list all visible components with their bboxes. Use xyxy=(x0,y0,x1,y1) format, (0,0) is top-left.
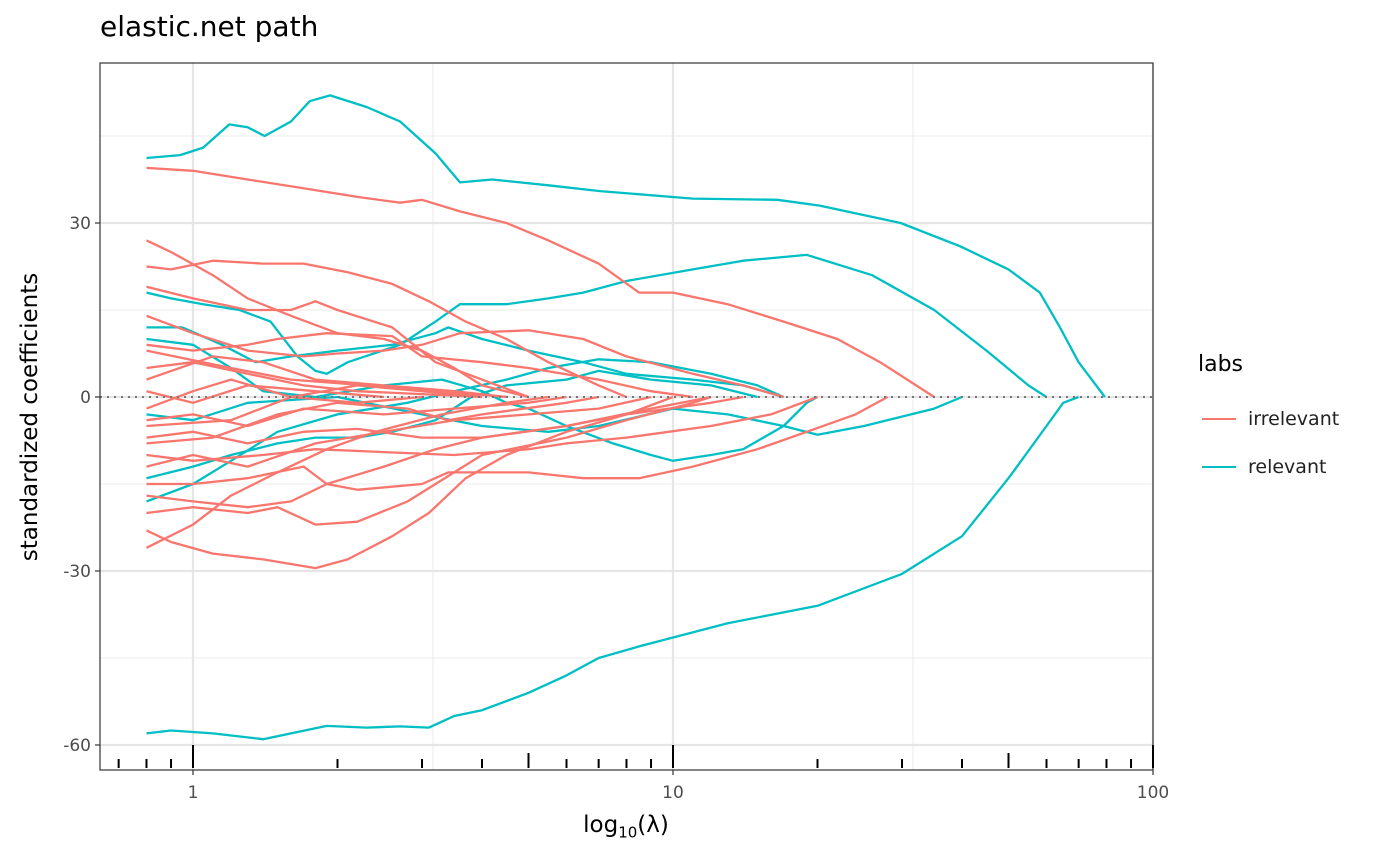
series-line-irrelevant xyxy=(146,378,423,410)
legend-item-relevant: relevant xyxy=(1198,443,1339,491)
series-line-irrelevant xyxy=(146,314,784,399)
series-line-irrelevant xyxy=(145,395,549,549)
legend-title: labs xyxy=(1198,352,1244,377)
series-line-relevant xyxy=(146,326,784,399)
y-tick-label: 30 xyxy=(69,214,91,234)
y-axis-label: standardized coefficients xyxy=(17,272,43,562)
series-line-irrelevant xyxy=(146,395,712,526)
axes: -60 -30 0 30 1 10 100 xyxy=(63,214,1169,803)
series-line-irrelevant xyxy=(146,259,627,399)
x-label-rest: (λ) xyxy=(637,812,669,838)
series-line-relevant xyxy=(146,253,1048,398)
series-line-irrelevant xyxy=(146,395,712,509)
series-line-irrelevant xyxy=(146,395,652,468)
series-line-irrelevant xyxy=(146,384,483,428)
x-label-base: log xyxy=(583,812,619,838)
series-line-irrelevant xyxy=(146,395,674,570)
x-label-subscript: 10 xyxy=(618,823,638,842)
x-tick-label: 10 xyxy=(662,783,684,803)
series-line-irrelevant xyxy=(146,395,744,445)
series-line-irrelevant xyxy=(146,166,935,398)
series-line-irrelevant xyxy=(146,285,529,399)
series-lines xyxy=(145,94,1106,741)
plot-background xyxy=(100,63,1153,770)
series-line-irrelevant xyxy=(146,349,507,399)
series-line-irrelevant xyxy=(146,395,599,445)
y-tick-label: 0 xyxy=(80,388,91,408)
legend-key-irrelevant xyxy=(1202,418,1236,420)
series-line-irrelevant xyxy=(146,395,567,428)
plot-border xyxy=(99,62,1154,771)
legend: labs irrelevant relevant xyxy=(1198,352,1339,491)
legend-label: relevant xyxy=(1248,456,1327,478)
chart-title: elastic.net path xyxy=(100,10,319,43)
x-axis-label: log10(λ) xyxy=(583,812,669,842)
x-tick-label: 100 xyxy=(1137,783,1169,803)
series-line-relevant xyxy=(146,395,1080,741)
series-line-relevant xyxy=(146,395,963,436)
legend-item-irrelevant: irrelevant xyxy=(1198,395,1339,443)
y-tick-label: -30 xyxy=(63,562,91,582)
x-tick-label: 1 xyxy=(188,783,199,803)
series-line-relevant xyxy=(146,94,1106,398)
y-tick-label: -60 xyxy=(63,736,91,756)
legend-key-relevant xyxy=(1202,466,1236,468)
legend-label: irrelevant xyxy=(1248,408,1340,430)
series-line-irrelevant xyxy=(146,332,694,399)
